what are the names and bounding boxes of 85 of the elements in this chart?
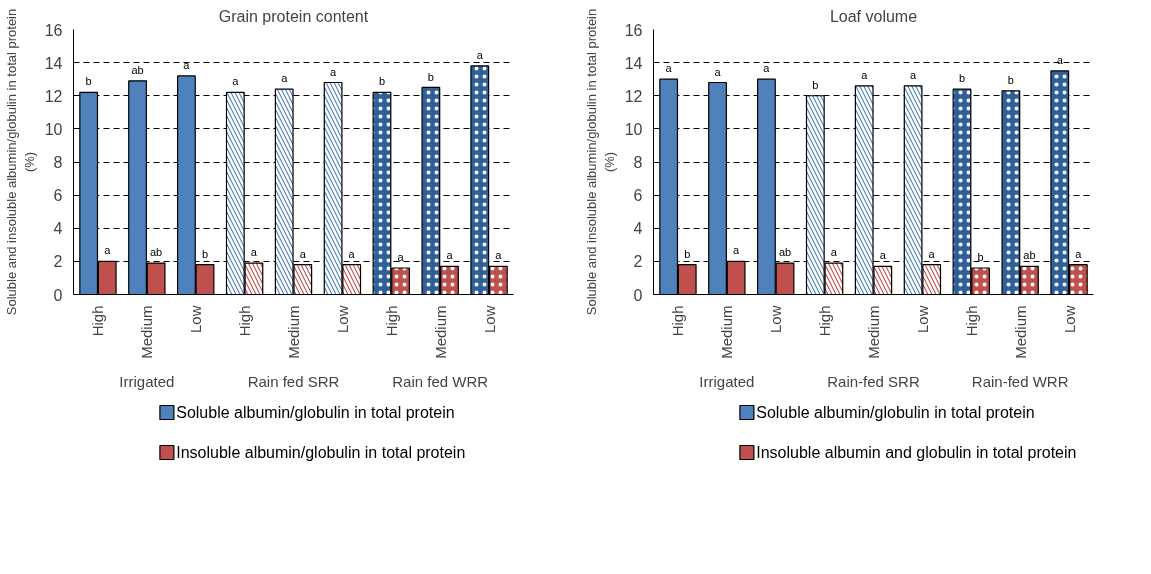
y-axis-title: Soluble and insoluble albumin/globulin in total protein (%) [583,8,617,316]
x-tick-label: High [89,305,107,337]
y-tick-label: 16 [624,21,643,39]
x-tick-label: High [962,305,980,337]
x-tick-label: Medium [431,305,449,359]
y-tick-label: 2 [633,253,643,271]
data-label: b [812,78,819,91]
x-tick-label: Low [480,305,498,334]
y-tick-label: 14 [624,54,643,72]
data-label: b [427,70,434,83]
data-label: ab [778,246,792,259]
y-tick-label: 10 [624,120,643,138]
legend-label: Insoluble albumin/globulin in total protein [176,444,466,461]
y-tick-label: 16 [44,21,63,39]
data-label: a [861,68,869,81]
y-tick-label: 4 [633,220,643,238]
legend-label: Soluble albumin/globulin in total protein [756,404,1035,421]
x-tick-label: Low [1060,305,1078,334]
x-tick-label: Medium [138,305,156,359]
data-label: a [830,246,838,259]
data-label: a [928,247,936,260]
data-label: a [348,247,356,260]
text: Rain-fed WRR [971,372,1069,390]
data-label: b [85,75,92,88]
data-label: b [958,72,966,85]
y-tick-label: 2 [53,253,63,271]
x-tick-label: High [382,305,400,337]
x-tick-label: Medium [865,305,882,359]
data-label: ab [1023,249,1036,262]
y-tick-label: 6 [53,187,63,205]
data-label: b [1007,73,1014,86]
y-tick-label: 0 [633,286,643,304]
y-tick-label: 0 [53,286,63,304]
y-tick-label: 4 [53,220,63,238]
y-axis-title: Soluble and insoluble albumin/globulin in total protein (%) [3,8,37,316]
text: Rain fed WRR [392,372,489,390]
data-label: a [250,246,258,259]
data-label: a [183,58,191,71]
y-tick-label: 6 [633,187,643,205]
y-tick-label: 12 [624,87,643,105]
x-tick-label: Medium [285,305,302,359]
y-tick-label: 10 [44,120,63,138]
data-label: a [910,68,918,81]
x-tick-label: Low [333,305,351,334]
data-label: b [378,75,386,88]
x-tick-label: Medium [718,305,736,359]
data-label: a [476,48,484,61]
legend-label: Insoluble albumin and globulin in total protein [756,444,1077,461]
y-tick-label: 8 [53,154,63,171]
x-tick-label: Low [187,305,205,334]
x-tick-label: Low [913,305,931,334]
data-label: a [299,247,307,260]
legend-label: Soluble albumin/globulin in total protein [176,404,455,421]
text: Rain-fed SRR [827,372,920,390]
text: Rain fed SRR [247,372,340,390]
chart-title: Grain protein content [218,7,369,25]
y-tick-label: 14 [44,54,63,72]
x-tick-label: High [236,305,254,337]
data-label: ab [131,63,144,76]
x-tick-label: High [816,305,834,337]
data-label: a [281,72,289,85]
data-label: a [733,244,741,257]
data-label: a [1075,247,1083,260]
x-tick-label: Medium [1011,305,1029,359]
chart-title: Loaf volume [829,7,918,25]
data-label: a [330,65,338,78]
x-tick-label: Low [767,305,785,334]
data-label: a [665,62,673,75]
x-tick-label: High [669,305,687,337]
text: Irrigated [119,372,175,390]
y-tick-label: 8 [633,154,643,171]
data-label: b [977,251,984,264]
data-label: a [232,75,240,88]
y-tick-label: 12 [44,87,63,105]
data-label: a [879,249,887,262]
data-label: ab [150,246,163,259]
data-label: a [714,65,722,78]
data-label: a [495,249,503,262]
data-label: a [446,249,454,262]
data-label: b [201,247,209,260]
data-label: a [763,62,771,75]
data-label: a [104,244,112,257]
data-label: b [684,247,691,260]
text: Irrigated [699,372,755,390]
data-label: a [397,251,405,264]
